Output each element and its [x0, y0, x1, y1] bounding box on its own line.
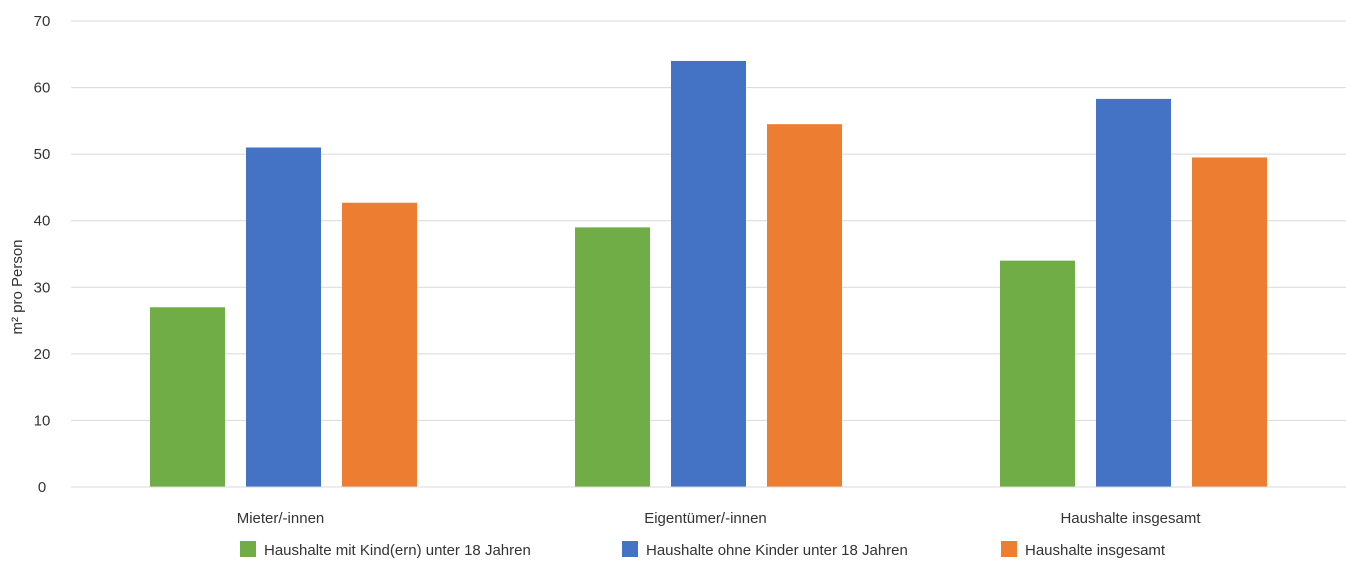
x-tick-label: Haushalte insgesamt: [1060, 510, 1201, 527]
bar: [246, 147, 321, 487]
y-tick-label: 70: [34, 13, 51, 30]
bar: [1192, 157, 1267, 487]
bar: [767, 124, 842, 487]
bar: [1096, 98, 1171, 487]
y-tick-label: 20: [34, 346, 51, 363]
bar: [1000, 260, 1075, 487]
x-tick-label: Eigentümer/-innen: [644, 510, 767, 527]
y-tick-label: 50: [34, 146, 51, 163]
bar: [150, 307, 225, 487]
y-tick-label: 30: [34, 279, 51, 296]
x-tick-label: Mieter/-innen: [237, 510, 325, 527]
x-axis-ticks: Mieter/-innen Eigentümer/-innen Haushalte …: [237, 510, 1202, 527]
y-axis-ticks: 0 10 20 30 40 50 60 70: [34, 13, 51, 496]
bar: [671, 60, 746, 487]
y-tick-label: 0: [38, 479, 46, 496]
bar: [575, 227, 650, 487]
legend-label: Haushalte ohne Kinder unter 18 Jahren: [646, 542, 908, 559]
y-tick-label: 10: [34, 412, 51, 429]
bars: [150, 60, 1267, 488]
bar: [342, 202, 417, 488]
y-axis-label: m² pro Person: [9, 239, 26, 334]
legend-label: Haushalte mit Kind(ern) unter 18 Jahren: [264, 542, 531, 559]
y-tick-label: 60: [34, 80, 51, 97]
legend: Haushalte mit Kind(ern) unter 18 Jahren H…: [240, 541, 1166, 559]
legend-swatch: [1001, 541, 1017, 557]
legend-swatch: [622, 541, 638, 557]
legend-label: Haushalte insgesamt: [1025, 542, 1166, 559]
legend-swatch: [240, 541, 256, 557]
y-tick-label: 40: [34, 213, 51, 230]
